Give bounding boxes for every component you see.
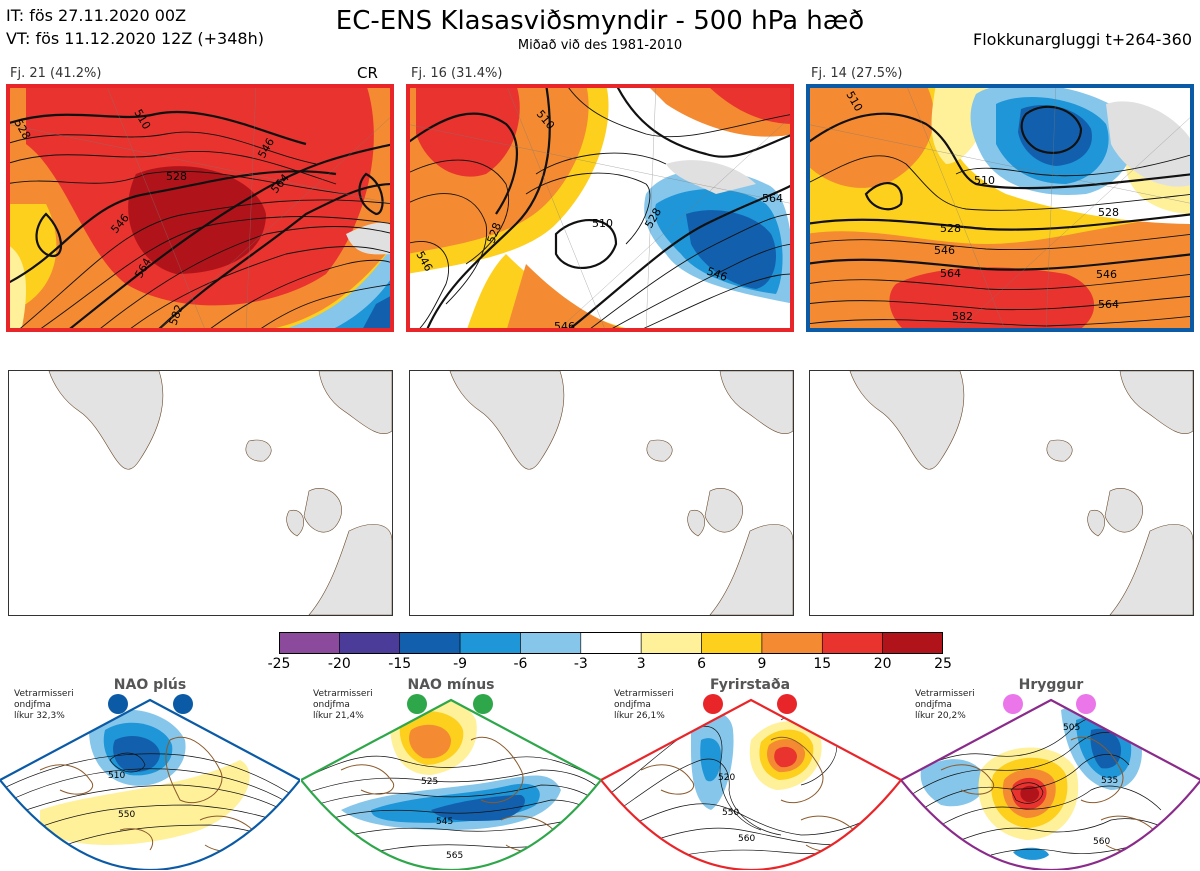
cluster-2-frame bbox=[406, 84, 794, 332]
regime-4-label: 505 bbox=[1063, 723, 1080, 733]
cluster-3-contour-label: 582 bbox=[952, 310, 973, 323]
cluster-2-map[interactable]: 510 528 546 510 528 546 546 564 bbox=[406, 84, 794, 332]
regime-2-frame bbox=[301, 698, 601, 870]
colorbar-tick-label: 15 bbox=[813, 656, 832, 672]
colorbar-tick-label: 3 bbox=[636, 656, 646, 672]
base-map-1 bbox=[8, 370, 393, 616]
regime-4-label: 535 bbox=[1101, 776, 1118, 786]
regime-2-name: NAO mínus bbox=[407, 677, 495, 693]
regime-2-label: 565 bbox=[446, 851, 463, 861]
colorbar-tick-label: 9 bbox=[757, 656, 767, 672]
regime-1-map[interactable]: 510 550 bbox=[0, 680, 300, 870]
colorbar-cell bbox=[882, 632, 943, 654]
regime-1-name: NAO plús bbox=[113, 677, 187, 693]
cluster-2-contour-label: 564 bbox=[762, 192, 783, 205]
cluster-3-map[interactable]: 510 510 528 528 546 546 564 564 582 bbox=[806, 84, 1194, 332]
regime-4-dot bbox=[1076, 694, 1096, 714]
base-map-3 bbox=[809, 370, 1194, 616]
regime-4-map[interactable]: 505 535 560 bbox=[901, 680, 1200, 870]
classification-window: Flokkunargluggi t+264-360 bbox=[973, 30, 1192, 49]
regime-1-frame bbox=[0, 698, 300, 870]
colorbar-tick-label: -3 bbox=[573, 656, 588, 672]
cluster-3-contour-label: 546 bbox=[1096, 268, 1117, 281]
colorbar-cell bbox=[339, 632, 401, 654]
cluster-1-tag: CR bbox=[357, 64, 378, 82]
base-map-2 bbox=[409, 370, 794, 616]
regime-4-label: 560 bbox=[1093, 837, 1110, 847]
colorbar bbox=[279, 632, 943, 654]
regime-1-dot bbox=[173, 694, 193, 714]
cluster-3-label: Fj. 14 (27.5%) bbox=[811, 66, 903, 81]
regime-1-note: Vetrarmisseri ondjfma líkur 32,3% bbox=[14, 689, 74, 721]
regime-3-name: Fyrirstaða bbox=[709, 677, 791, 693]
regime-2-map[interactable]: 525 545 565 bbox=[301, 680, 601, 870]
regime-3-note: Vetrarmisseri ondjfma líkur 26,1% bbox=[614, 689, 674, 721]
regime-4-frame bbox=[901, 698, 1200, 870]
colorbar-cell bbox=[640, 632, 702, 654]
page-subtitle: Miðað við des 1981-2010 bbox=[517, 38, 683, 53]
initial-time: IT: fös 27.11.2020 00Z bbox=[6, 6, 187, 25]
colorbar-cell bbox=[821, 632, 883, 654]
regime-1-dot bbox=[108, 694, 128, 714]
regime-3-label: 560 bbox=[738, 834, 755, 844]
cluster-2-contour-label: 510 bbox=[592, 217, 613, 230]
regime-4-name: Hryggur bbox=[1018, 677, 1084, 693]
colorbar-tick-label: -9 bbox=[453, 656, 468, 672]
colorbar-cell bbox=[701, 632, 763, 654]
cluster-1-label: Fj. 21 (41.2%) bbox=[10, 66, 102, 81]
regime-4-dot bbox=[1003, 694, 1023, 714]
cluster-3-contour-label: 564 bbox=[1098, 298, 1119, 311]
regime-3-dot bbox=[777, 694, 797, 714]
cluster-3-frame bbox=[806, 84, 1194, 332]
cluster-1-map[interactable]: 510 528 546 564 564 582 546 528 bbox=[6, 84, 394, 332]
cluster-2-contour-label: 546 bbox=[554, 320, 575, 332]
colorbar-tick-label: -6 bbox=[513, 656, 528, 672]
cluster-3-contour-label: 528 bbox=[940, 222, 961, 235]
header-info: IT: fös 27.11.2020 00Z VT: fös 11.12.202… bbox=[6, 4, 264, 50]
regime-2-note: Vetrarmisseri ondjfma líkur 21,4% bbox=[313, 689, 373, 721]
valid-time: VT: fös 11.12.2020 12Z (+348h) bbox=[6, 29, 264, 48]
colorbar-cell bbox=[761, 632, 823, 654]
regime-4-note: Vetrarmisseri ondjfma líkur 20,2% bbox=[915, 689, 975, 721]
regime-2-label: 545 bbox=[436, 817, 453, 827]
cluster-3-contour-label: 510 bbox=[974, 174, 995, 187]
colorbar-cell bbox=[279, 632, 340, 654]
regime-3-map[interactable]: 520 550 560 bbox=[601, 680, 901, 870]
colorbar-tick-label: -20 bbox=[327, 656, 351, 672]
regime-2-dot bbox=[473, 694, 493, 714]
cluster-1-contour-label: 528 bbox=[166, 170, 187, 183]
colorbar-tick-label: 20 bbox=[873, 656, 892, 672]
cluster-3-contour-label: 546 bbox=[934, 244, 955, 257]
regime-3-dot bbox=[703, 694, 723, 714]
colorbar-cell bbox=[580, 632, 642, 654]
colorbar-tick-label: -15 bbox=[388, 656, 412, 672]
colorbar-tick-label: -25 bbox=[267, 656, 291, 672]
cluster-3-contour-label: 528 bbox=[1098, 206, 1119, 219]
cluster-3-contour-label: 564 bbox=[940, 267, 961, 280]
regime-3-label: 520 bbox=[718, 773, 735, 783]
cluster-2-label: Fj. 16 (31.4%) bbox=[411, 66, 503, 81]
colorbar-cell bbox=[459, 632, 521, 654]
colorbar-cell bbox=[399, 632, 461, 654]
regime-3-label: 550 bbox=[722, 808, 739, 818]
colorbar-tick-label: 6 bbox=[697, 656, 706, 672]
regime-3-frame bbox=[601, 698, 901, 870]
page-title: EC-ENS Klasasviðsmyndir - 500 hPa hæð bbox=[335, 6, 865, 36]
regime-2-label: 525 bbox=[421, 777, 438, 787]
regime-1-label: 510 bbox=[108, 771, 125, 781]
colorbar-cell bbox=[520, 632, 582, 654]
cluster-1-frame bbox=[6, 84, 394, 332]
regime-2-dot bbox=[407, 694, 427, 714]
regime-1-label: 550 bbox=[118, 810, 135, 820]
colorbar-tick-label: 25 bbox=[934, 656, 952, 672]
